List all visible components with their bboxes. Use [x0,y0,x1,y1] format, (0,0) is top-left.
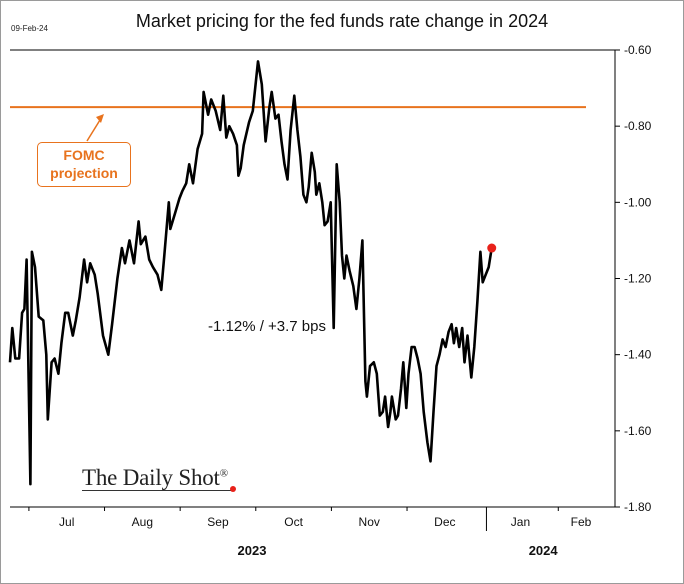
series-line [8,60,493,486]
y-tick-label: -1.60 [624,424,652,438]
endpoint-marker [487,243,497,253]
brand-dot [230,486,236,492]
x-tick-label: Nov [359,515,380,529]
x-tick-label: Jul [59,515,74,529]
x-tick-label: Oct [284,515,303,529]
x-tick-label: Dec [434,515,455,529]
fomc-label-line2: projection [50,165,118,181]
current-value-label: -1.12% / +3.7 bps [208,318,326,335]
y-tick-label: -1.40 [624,348,652,362]
y-tick-label: -1.20 [624,272,652,286]
brand-logo: The Daily Shot® [82,465,228,491]
brand-mark: ® [219,467,228,480]
chart-title: Market pricing for the fed funds rate ch… [135,11,549,31]
y-tick-label: -1.00 [624,195,652,209]
fomc-projection-annotation: FOMC projection [37,142,131,187]
brand-name: The Daily Shot [82,465,220,490]
x-tick-label: Jan [511,515,530,529]
fomc-arrow-shaft [86,119,101,142]
date-stamp: 09-Feb-24 [11,24,48,33]
y-tick-label: -0.80 [624,119,652,133]
x-tick-label: Sep [207,515,229,529]
y-tick-label: -1.80 [624,500,652,514]
y-tick-label: -0.60 [624,43,652,57]
x-tick-label: Feb [571,515,592,529]
year-label: 2023 [238,543,267,558]
fomc-arrow-head [96,114,104,123]
x-tick-label: Aug [132,515,153,529]
brand-underline [82,490,232,491]
fomc-label-line1: FOMC [63,147,105,163]
year-label: 2024 [529,543,559,558]
